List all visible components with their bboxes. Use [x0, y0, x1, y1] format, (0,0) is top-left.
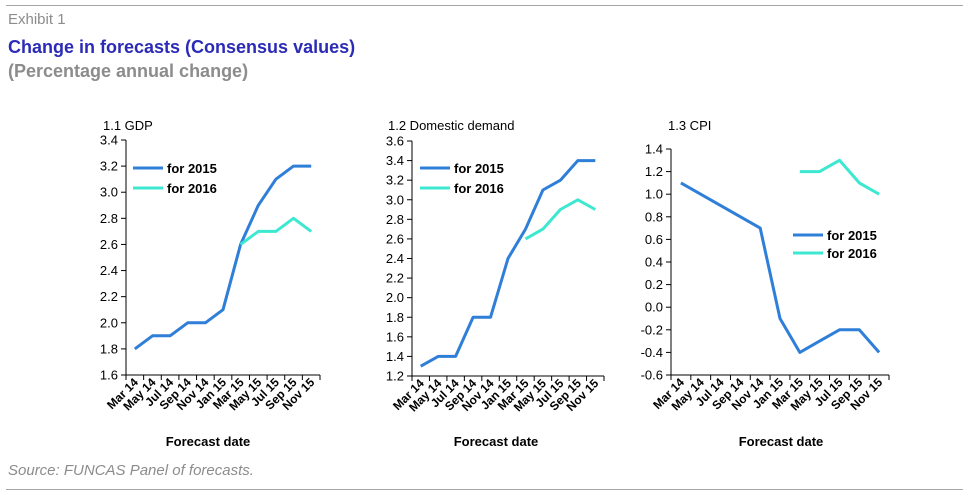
y-tick-label: -0.2: [641, 322, 663, 337]
y-tick-label: 3.6: [386, 134, 404, 149]
legend-label: for 2015: [167, 161, 217, 176]
y-tick-label: 3.2: [386, 173, 404, 188]
y-tick-label: 1.6: [100, 368, 118, 383]
y-tick-label: -0.4: [641, 345, 663, 360]
y-tick-label: 1.0: [645, 187, 663, 202]
y-tick-label: 2.4: [100, 263, 118, 278]
y-tick-label: 2.6: [386, 231, 404, 246]
x-axis-label: Forecast date: [454, 434, 539, 449]
y-tick-label: 1.8: [100, 341, 118, 356]
y-tick-label: 2.4: [386, 251, 404, 266]
y-tick-label: 1.4: [386, 349, 404, 364]
y-tick-label: 0.2: [645, 277, 663, 292]
series-line-for-2016: [799, 158, 880, 196]
y-tick-label: 3.4: [100, 133, 118, 148]
legend-label: for 2016: [167, 181, 217, 196]
y-tick-label: 0.6: [645, 232, 663, 247]
y-tick-label: 2.2: [386, 271, 404, 286]
bottom-rule: [6, 489, 963, 490]
chart-title: 1.3 CPI: [668, 118, 711, 133]
y-tick-label: 3.0: [386, 192, 404, 207]
x-axis-label: Forecast date: [166, 434, 251, 449]
y-tick-label: 1.2: [645, 164, 663, 179]
chart-title: 1.1 GDP: [103, 118, 153, 133]
series-line-for-2015: [419, 159, 596, 368]
y-tick-label: 2.2: [100, 289, 118, 304]
y-tick-label: 1.8: [386, 310, 404, 325]
exhibit-label: Exhibit 1: [8, 11, 66, 28]
y-tick-label: 3.4: [386, 153, 404, 168]
y-tick-label: 0.8: [645, 209, 663, 224]
series-line-for-2016: [239, 216, 313, 246]
legend-label: for 2016: [827, 246, 877, 261]
y-tick-label: 3.2: [100, 159, 118, 174]
y-tick-label: 2.6: [100, 237, 118, 252]
y-tick-label: 2.8: [386, 212, 404, 227]
legend-label: for 2015: [827, 228, 877, 243]
y-tick-label: 2.8: [100, 211, 118, 226]
legend-label: for 2016: [454, 181, 504, 196]
series-line-for-2016: [524, 198, 597, 241]
y-tick-label: 1.4: [645, 142, 663, 157]
y-tick-label: -0.6: [641, 368, 663, 383]
y-tick-label: 1.6: [386, 329, 404, 344]
series-line-for-2015: [680, 181, 881, 354]
y-tick-label: 0.0: [645, 300, 663, 315]
figure-subtitle: (Percentage annual change): [8, 61, 249, 81]
series-line-for-2015: [133, 164, 312, 351]
y-tick-label: 0.4: [645, 255, 663, 270]
y-tick-label: 2.0: [100, 315, 118, 330]
y-tick-label: 1.2: [386, 369, 404, 384]
source-note: Source: FUNCAS Panel of forecasts.: [8, 462, 254, 479]
figure-title: Change in forecasts (Consensus values): [8, 37, 356, 57]
x-axis-label: Forecast date: [739, 434, 824, 449]
y-tick-label: 3.0: [100, 185, 118, 200]
y-tick-label: 2.0: [386, 290, 404, 305]
legend-label: for 2015: [454, 161, 504, 176]
chart-title: 1.2 Domestic demand: [388, 118, 514, 133]
top-rule: [6, 5, 963, 6]
